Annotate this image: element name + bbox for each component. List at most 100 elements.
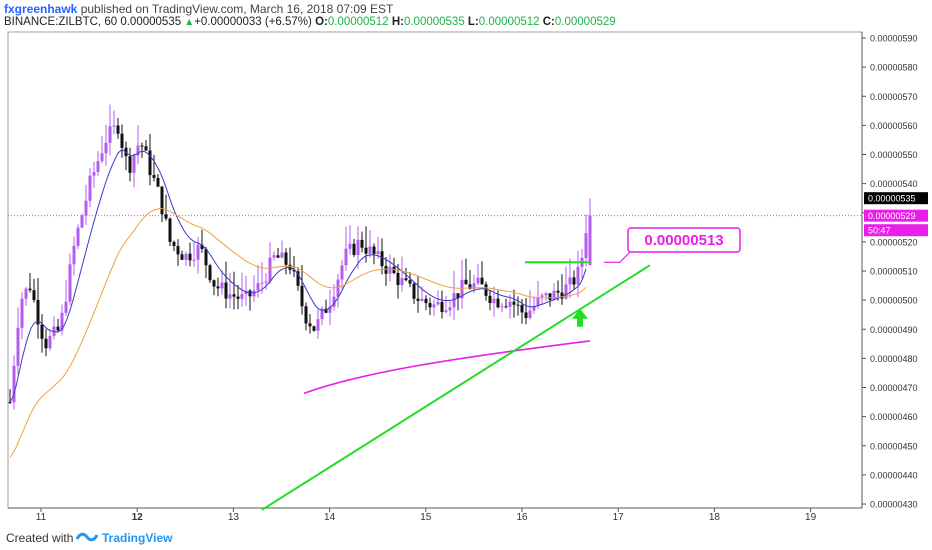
candle-body bbox=[588, 215, 592, 266]
candle-body bbox=[280, 252, 284, 258]
candle-body bbox=[344, 248, 348, 266]
candle-body bbox=[360, 239, 364, 248]
up-triangle-icon: ▲ bbox=[184, 17, 195, 28]
candle-body bbox=[484, 284, 488, 296]
candle-body bbox=[64, 301, 68, 313]
candle-body bbox=[128, 156, 132, 173]
y-tick-label: 0.00000540 bbox=[870, 179, 918, 189]
candle-body bbox=[480, 277, 484, 285]
candle-body bbox=[260, 282, 264, 284]
candle-body bbox=[164, 214, 168, 219]
candle-body bbox=[36, 300, 40, 325]
candle-body bbox=[104, 142, 108, 154]
candle-body bbox=[492, 298, 496, 304]
y-tick-label: 0.00000430 bbox=[870, 500, 918, 510]
symbol-label[interactable]: BINANCE:ZILBTC, 60 bbox=[4, 16, 118, 28]
candle-body bbox=[372, 246, 376, 254]
candle-body bbox=[428, 303, 432, 308]
candle-body bbox=[152, 175, 156, 178]
candle-body bbox=[96, 161, 100, 173]
candle-body bbox=[184, 253, 188, 260]
low-value: 0.00000512 bbox=[478, 16, 540, 28]
author-link[interactable]: fxgreenhawk bbox=[4, 2, 78, 16]
candle-body bbox=[112, 125, 116, 127]
y-tick-label: 0.00000520 bbox=[870, 237, 918, 247]
candle-body bbox=[120, 133, 124, 148]
candle-body bbox=[336, 279, 340, 297]
candle-body bbox=[416, 298, 420, 301]
y-tick-label: 0.00000560 bbox=[870, 121, 918, 131]
x-tick-label: 16 bbox=[516, 512, 528, 523]
candle-body bbox=[176, 245, 180, 255]
candle-body bbox=[44, 338, 48, 349]
candle-body bbox=[348, 243, 352, 249]
candle-body bbox=[536, 297, 540, 307]
candle-body bbox=[168, 218, 172, 242]
candle-body bbox=[20, 298, 24, 328]
candle-body bbox=[24, 288, 28, 299]
candle-body bbox=[84, 200, 88, 216]
candle-body bbox=[320, 308, 324, 320]
candle-body bbox=[564, 284, 568, 299]
price-tag-label: 0.00000529 bbox=[868, 211, 916, 221]
price-tag-label: 0.00000535 bbox=[868, 194, 916, 204]
candle-body bbox=[432, 304, 436, 308]
candle-body bbox=[196, 244, 200, 260]
price-chart[interactable]: 0.00000590 0.00000580 0.00000570 0.00000560… bbox=[0, 0, 932, 526]
candle-body bbox=[352, 243, 356, 255]
candle-body bbox=[48, 335, 52, 349]
candle-body bbox=[256, 283, 260, 291]
x-tick-label: 19 bbox=[805, 512, 817, 523]
candle-body bbox=[32, 290, 36, 301]
candle-body bbox=[264, 281, 268, 283]
candle-body bbox=[268, 257, 272, 282]
ema-fast-line bbox=[9, 149, 587, 403]
candle-body bbox=[100, 153, 104, 162]
candle-body bbox=[500, 306, 504, 308]
last-price: 0.00000535 bbox=[120, 16, 182, 28]
y-tick-label: 0.00000470 bbox=[870, 383, 918, 393]
candle-body bbox=[332, 296, 336, 307]
close-label: C: bbox=[542, 16, 555, 28]
candle-body bbox=[76, 227, 80, 246]
y-tick-label: 0.00000450 bbox=[870, 441, 918, 451]
candle-body bbox=[464, 279, 468, 285]
candle-body bbox=[188, 253, 192, 261]
candle-body bbox=[28, 288, 32, 291]
candle-body bbox=[444, 310, 448, 312]
candle-body bbox=[220, 282, 224, 289]
candle-body bbox=[568, 277, 572, 285]
price-tag bbox=[864, 192, 928, 205]
candle-body bbox=[540, 295, 544, 298]
candle-body bbox=[240, 293, 244, 299]
candle-body bbox=[364, 247, 368, 254]
candle-body bbox=[304, 306, 308, 324]
candle-body bbox=[276, 255, 280, 258]
candle-body bbox=[520, 304, 524, 313]
candle-body bbox=[328, 306, 332, 313]
candle-body bbox=[92, 172, 96, 176]
candle-body bbox=[132, 155, 136, 173]
candle-body bbox=[424, 298, 428, 304]
candle-body bbox=[576, 266, 580, 285]
candle-body bbox=[148, 150, 152, 176]
candle-body bbox=[528, 310, 532, 318]
candle-body bbox=[180, 254, 184, 260]
candle-body bbox=[296, 271, 300, 286]
x-tick-label: 12 bbox=[132, 512, 144, 523]
tradingview-brand[interactable]: TradingView bbox=[102, 531, 173, 545]
candle-body bbox=[436, 301, 440, 305]
candle-body bbox=[108, 126, 112, 143]
candle-body bbox=[552, 290, 556, 301]
y-tick-label: 0.00000570 bbox=[870, 92, 918, 102]
candle-body bbox=[488, 295, 492, 304]
candle-body bbox=[308, 323, 312, 327]
candle-body bbox=[212, 280, 216, 287]
candle-body bbox=[192, 259, 196, 261]
created-with-text: Created with bbox=[6, 531, 74, 545]
y-tick-label: 0.00000490 bbox=[870, 325, 918, 335]
plot-frame bbox=[7, 31, 863, 509]
x-tick-label: 14 bbox=[324, 512, 336, 523]
candle-body bbox=[292, 269, 296, 272]
x-tick-label: 15 bbox=[420, 512, 432, 523]
